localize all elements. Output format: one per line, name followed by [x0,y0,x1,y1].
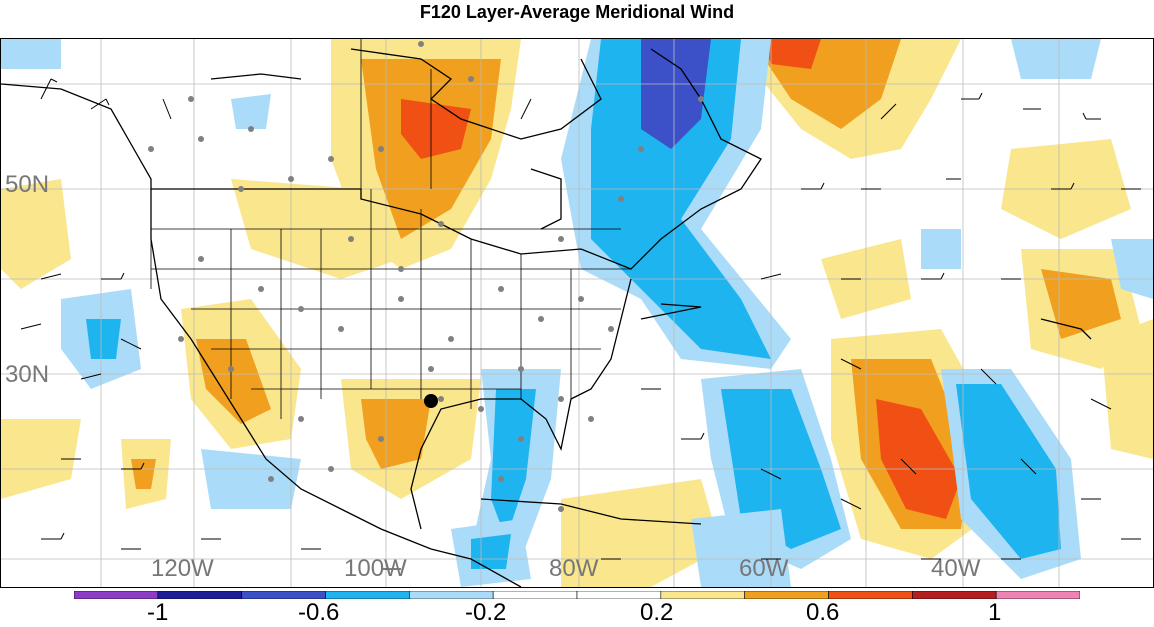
coastlines [1,48,1092,587]
lon-label-120w: 120W [151,555,214,582]
colorbar-swatch [325,591,410,599]
colorbar-swatch [241,591,326,599]
colorbar-label-02: 0.2 [640,599,674,626]
colorbar-swatch [74,591,159,599]
colorbar-swatch [660,591,745,599]
colorbar-label-06: 0.6 [806,599,840,626]
lon-label-60w: 60W [739,555,789,582]
lon-label-40w: 40W [931,555,981,582]
lat-label-50n: 50N [5,171,50,198]
colorbar-label-neg02: -0.2 [465,599,507,626]
colorbar-swatch [828,591,913,599]
map-panel: 50N 30N 120W 100W 80W 60W 40W [0,38,1154,588]
colorbar-swatch [409,591,494,599]
lon-label-80w: 80W [549,555,599,582]
colorbar-swatch [744,591,829,599]
lat-label-30n: 30N [5,361,50,388]
colorbar-swatch [492,591,578,599]
colorbar-label-1: 1 [988,599,1002,626]
station-dots [148,41,704,512]
colorbar-label-neg1: -1 [147,599,169,626]
colorbar-swatch [576,591,662,599]
wind-barbs [20,78,1141,570]
lon-label-100w: 100W [344,555,407,582]
colorbar-swatch [157,591,242,599]
map-title: F120 Layer-Average Meridional Wind [419,2,735,22]
colorbar-swatch [995,591,1080,599]
colorbar-swatch [912,591,997,599]
wind-map [1,39,1153,587]
colorbar [74,591,1080,599]
colorbar-label-neg06: -0.6 [298,599,340,626]
center-point-marker [424,394,438,408]
political-borders [150,39,631,419]
